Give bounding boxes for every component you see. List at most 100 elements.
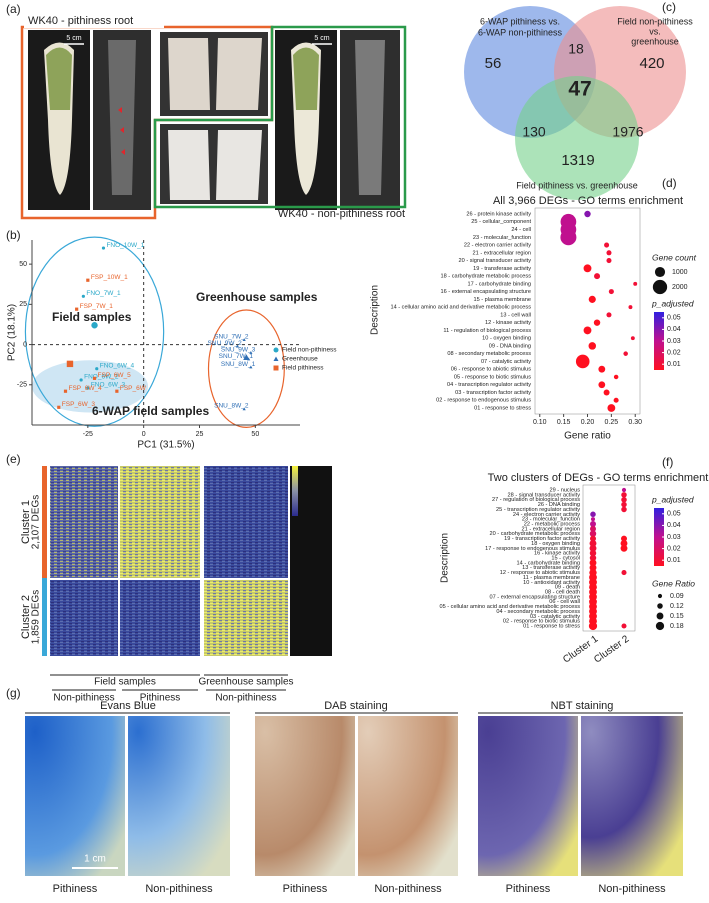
x-tick-label: 25 (196, 431, 204, 438)
category-label: 13 - cell wall (500, 312, 531, 318)
category-label: 23 - molecular_function (522, 517, 580, 523)
cluster-bar (42, 578, 47, 656)
category-label: 14 - carbohydrate binding (517, 560, 580, 566)
dot (590, 521, 596, 527)
dot (575, 354, 590, 369)
color-tick-label: 0.02 (667, 545, 681, 552)
dot (589, 559, 597, 567)
centroid (91, 322, 98, 329)
category-label: 20 - signal transducer activity (459, 258, 532, 264)
venn-count: 1976 (612, 124, 643, 140)
category-label: 01 - response to stress (523, 623, 580, 629)
heatmap-block (50, 580, 118, 656)
point-label: SNU_8W_2 (214, 403, 249, 410)
dot (620, 539, 628, 547)
color-tick-label: 0.04 (667, 522, 681, 529)
category-label: 06 - cell wall (549, 599, 580, 605)
point (115, 389, 119, 393)
cluster-label: Cluster 2 (20, 595, 32, 639)
x-tick-label: -25 (83, 431, 93, 438)
venn-count: 1319 (561, 152, 594, 169)
venn-count: 18 (568, 41, 584, 57)
x-tick-label: 0.15 (557, 419, 571, 426)
stain-title: DAB staining (324, 700, 388, 712)
label-bg (24, 14, 164, 28)
dot (593, 319, 601, 326)
set-label: Field pithiness vs. greenhouse (516, 180, 638, 190)
point-label: FNO_6W_3 (91, 382, 126, 389)
point (235, 344, 240, 348)
category-label: 24 - electron carrier activity (513, 512, 580, 518)
dot (620, 544, 628, 552)
photo (581, 716, 683, 876)
category-label: 04 - secondary metabolic process (496, 609, 580, 615)
caption: Pithiness (53, 883, 98, 895)
size-legend-dot (652, 279, 668, 295)
cluster-bar (42, 466, 47, 578)
dot (621, 501, 627, 508)
point (86, 278, 90, 282)
x-axis-title: PC1 (31.5%) (137, 440, 194, 451)
dot (607, 404, 616, 412)
category-label: 15 - cytosol (551, 555, 580, 561)
category-label: 26 - protein kinase activity (466, 211, 531, 217)
dot (594, 273, 601, 280)
point (249, 365, 253, 369)
venn-set (515, 76, 639, 200)
scale-label: 5 cm (66, 35, 81, 42)
plot-area (534, 207, 641, 415)
point-label: SNU_9W_2 (207, 340, 242, 347)
dot (588, 342, 597, 350)
photo (25, 716, 125, 876)
size-legend-dot (655, 621, 665, 631)
category-label: 22 - electron carrier activity (464, 243, 531, 249)
heatmap-block (50, 466, 118, 578)
category-label: 16 - kinase activity (534, 551, 580, 557)
point-label: FNO_7W_1 (86, 290, 121, 297)
category-label: 12 - response to abiotic stimulus (500, 570, 580, 576)
category-label: 20 - carbohydrate metabolic process (490, 531, 581, 537)
cluster-label: 1,859 DEGs (31, 590, 42, 644)
chart-title: All 3,966 DEGs - GO terms enrichment (493, 195, 683, 207)
category-label: 28 - signal transducer activity (508, 492, 581, 498)
y-tick-label: 0 (23, 341, 27, 348)
photo-root (293, 47, 319, 110)
dot (604, 242, 610, 248)
chart-title: Two clusters of DEGs - GO terms enrichme… (488, 472, 709, 484)
category-label: 05 - response to biotic stimulus (454, 374, 531, 380)
category-label: 08 - secondary metabolic process (447, 351, 531, 357)
dot (589, 554, 597, 562)
set-label: Field non-pithiness (617, 16, 693, 26)
category-label: 14 - cellular amino acid and derivative … (390, 305, 531, 311)
y-tick-label: 25 (19, 301, 27, 308)
dot (598, 365, 606, 373)
category-label: 07 - external encapsulating structure (490, 594, 580, 600)
color-tick-label: 0.01 (667, 361, 681, 368)
dot (630, 336, 635, 341)
cluster-label: Cluster 1 (20, 500, 32, 544)
heatmap-block (204, 580, 288, 656)
heatmap-block (120, 580, 200, 656)
color-legend-title: p_adjusted (651, 494, 694, 504)
category-label: 09 - DNA binding (489, 343, 531, 349)
caption: Non-pithiness (598, 883, 666, 895)
heatmap-block (120, 466, 200, 578)
dot (606, 250, 612, 256)
x-tick-label: 0.20 (581, 419, 595, 426)
caption: Non-pithiness (374, 883, 442, 895)
panel-label: (a) (6, 2, 21, 16)
category-label: 05 - cellular amino acid and derivative … (439, 604, 580, 610)
x-tick-label: 0 (142, 431, 146, 438)
caption: Non-pithiness (145, 883, 213, 895)
centroid (66, 360, 74, 368)
dot (603, 389, 610, 396)
scale-label: 5 cm (314, 35, 329, 42)
dot (628, 305, 633, 310)
y-tick-label: -25 (17, 382, 27, 389)
dot (613, 397, 619, 403)
dot (590, 535, 596, 542)
category-label: 06 - response to abiotic stimulus (451, 367, 531, 373)
dot (621, 570, 627, 576)
x-tick-label: 0.30 (628, 419, 642, 426)
